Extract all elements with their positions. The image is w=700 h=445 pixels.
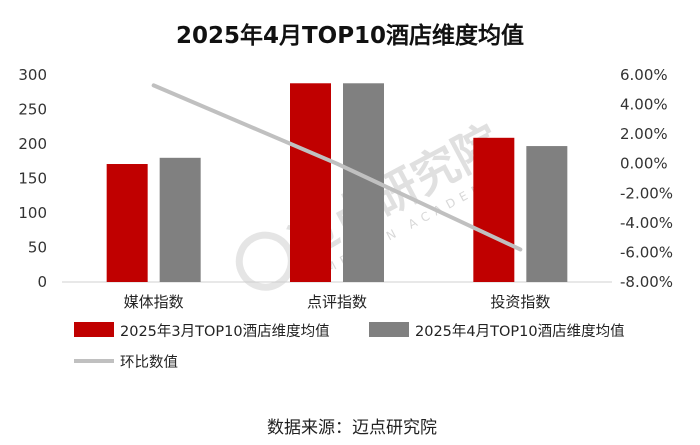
bar bbox=[473, 137, 515, 282]
source-note: 数据来源：迈点研究院 bbox=[267, 418, 437, 438]
y-left-tick-label: 150 bbox=[18, 170, 47, 188]
y-left-tick-label: 50 bbox=[28, 239, 47, 257]
y-right-tick-label: -2.00% bbox=[620, 184, 673, 202]
y-right-tick-label: -4.00% bbox=[620, 214, 673, 232]
y-right-tick-label: 0.00% bbox=[620, 155, 668, 173]
y-right-tick-label: 6.00% bbox=[620, 66, 668, 84]
y-left-tick-label: 100 bbox=[18, 204, 47, 222]
x-category-label: 点评指数 bbox=[307, 293, 367, 311]
bar bbox=[290, 83, 331, 282]
y-right-tick-label: 4.00% bbox=[620, 96, 668, 114]
legend-label: 环比数值 bbox=[120, 354, 178, 371]
y-left-tick-label: 0 bbox=[37, 273, 47, 291]
bar bbox=[526, 146, 568, 282]
legend-swatch bbox=[74, 322, 114, 337]
bar bbox=[159, 157, 201, 282]
x-category-label: 媒体指数 bbox=[124, 293, 184, 311]
legend-swatch bbox=[369, 322, 409, 337]
y-right-tick-label: 2.00% bbox=[620, 125, 668, 143]
y-left-tick-label: 300 bbox=[18, 66, 47, 84]
chart-title: 2025年4月TOP10酒店维度均值 bbox=[176, 22, 524, 49]
x-category-label: 投资指数 bbox=[490, 293, 550, 311]
y-left-tick-label: 200 bbox=[18, 135, 47, 153]
y-left-tick-label: 250 bbox=[18, 101, 47, 119]
legend-label: 2025年4月TOP10酒店维度均值 bbox=[415, 323, 625, 340]
legend-label: 2025年3月TOP10酒店维度均值 bbox=[120, 323, 330, 340]
bar bbox=[106, 164, 148, 282]
y-right-tick-label: -8.00% bbox=[620, 273, 673, 291]
y-right-tick-label: -6.00% bbox=[620, 243, 673, 261]
